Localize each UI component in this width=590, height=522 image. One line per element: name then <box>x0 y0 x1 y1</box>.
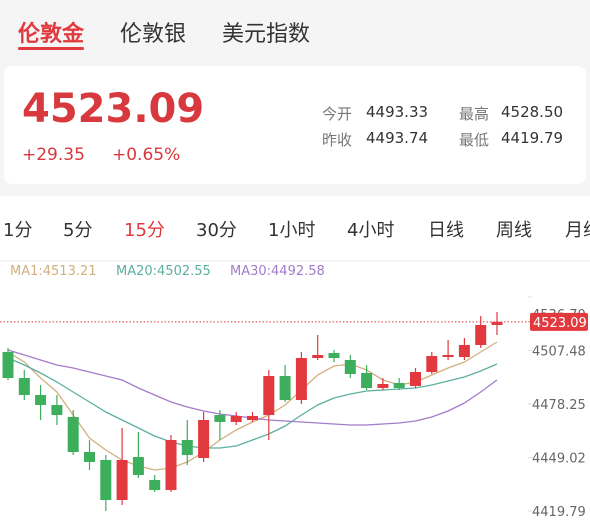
candle-body <box>426 355 438 372</box>
candle-body <box>51 404 63 415</box>
period-tab[interactable]: 周线 <box>496 220 532 241</box>
tab[interactable]: 伦敦银 <box>120 22 187 47</box>
candle-body <box>132 457 144 475</box>
stat-label: 最低 <box>459 131 490 149</box>
candle-body <box>475 325 487 345</box>
period-tab[interactable]: 1分 <box>3 220 33 241</box>
y-tick-label: 4419.79 <box>532 505 586 520</box>
period-tab[interactable]: 月线 <box>565 220 590 241</box>
candle-body <box>198 419 210 459</box>
ma-legend: MA1:4513.21 <box>10 264 97 279</box>
change-pct: +0.65% <box>112 145 181 165</box>
candle-body <box>100 460 112 500</box>
y-tick-label: 4478.25 <box>532 398 586 413</box>
stat-value: 4528.50 <box>501 103 564 121</box>
candle-body <box>491 321 503 326</box>
stat-label: 昨收 <box>322 131 353 149</box>
candle-body <box>67 416 79 453</box>
candle-body <box>35 395 47 405</box>
stat-label: 最高 <box>459 105 490 123</box>
candle-body <box>149 479 161 490</box>
candle-body <box>116 460 128 500</box>
candle-body <box>181 439 193 456</box>
candle-body <box>361 373 373 388</box>
candle-body <box>18 377 30 396</box>
candle-body <box>442 355 454 358</box>
period-tab[interactable]: 15分 <box>124 220 165 241</box>
candle-body <box>344 360 356 374</box>
stat-value: 4493.33 <box>366 103 429 121</box>
ma-legend: MA20:4502.55 <box>116 264 211 279</box>
candle-body <box>295 357 307 401</box>
candle-body <box>2 352 14 378</box>
tab-underline <box>18 47 84 50</box>
tab-active[interactable]: 伦敦金 <box>18 22 85 47</box>
stat-value: 4419.79 <box>501 129 564 147</box>
price-tag <box>530 312 588 331</box>
candle-body <box>410 371 421 386</box>
tab[interactable]: 美元指数 <box>222 22 311 47</box>
period-tab[interactable]: 1小时 <box>268 220 316 241</box>
stat-value: 4493.74 <box>366 129 429 147</box>
period-tab[interactable]: 30分 <box>196 220 237 241</box>
ma-line <box>7 357 498 449</box>
y-tick-label: 4449.02 <box>532 451 586 466</box>
ma-legend: MA30:4492.58 <box>230 264 325 279</box>
period-tab[interactable]: 日线 <box>428 220 464 241</box>
candle-body <box>165 439 177 490</box>
price: 4523.09 <box>22 86 205 132</box>
candle-body <box>214 414 226 422</box>
change: +29.35 <box>22 145 85 165</box>
candle-body <box>458 344 470 358</box>
candle-body <box>230 415 242 422</box>
y-tick-label: 4507.48 <box>532 344 586 359</box>
stat-label: 今开 <box>322 105 353 123</box>
period-tab[interactable]: 5分 <box>63 220 93 241</box>
candle-body <box>263 376 275 415</box>
period-tab[interactable]: 4小时 <box>347 220 395 241</box>
candle-body <box>279 376 291 401</box>
candle-body <box>84 452 95 462</box>
ma-line <box>7 341 498 471</box>
candle-body <box>312 355 324 358</box>
quote-card: 4523.09 +29.35 +0.65% 今开 4493.33 最高 4528… <box>4 66 586 184</box>
candle-body <box>247 415 258 420</box>
candle-body <box>377 384 389 388</box>
chart-panel <box>0 196 590 522</box>
candle-body <box>328 352 340 358</box>
candle-body <box>393 382 405 388</box>
price-tag-label: 4523.09 <box>533 316 587 331</box>
